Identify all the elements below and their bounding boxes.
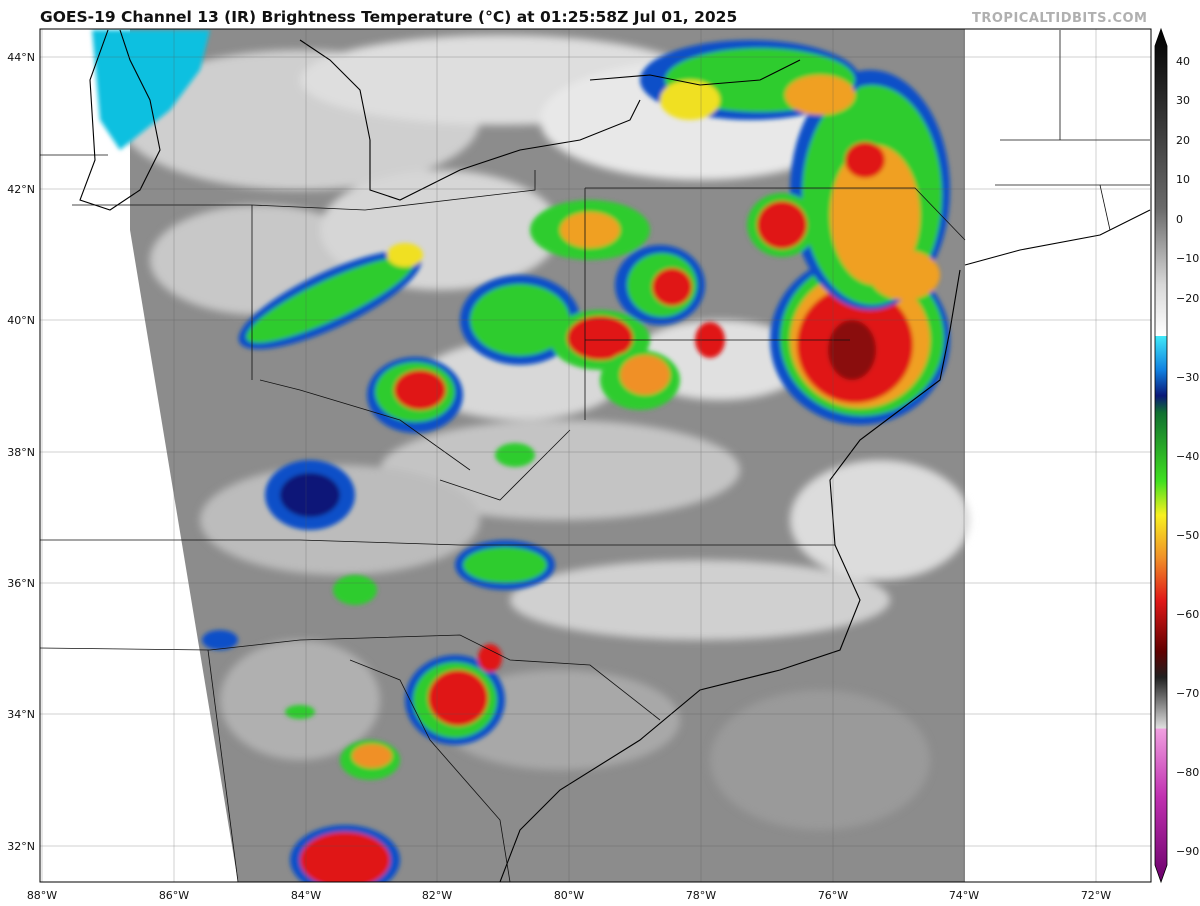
- colorbar-tick: −40: [1176, 450, 1199, 463]
- longitude-axis: 88°W 86°W 84°W 82°W 80°W 78°W 76°W 74°W …: [27, 889, 1111, 902]
- colorbar-tick: 30: [1176, 94, 1190, 107]
- political-boundaries: [40, 30, 1150, 882]
- lon-label: 74°W: [949, 889, 979, 902]
- colorbar-scale: [1154, 27, 1168, 884]
- colorbar-tick: −90: [1176, 845, 1199, 858]
- colorbar-tick: −80: [1176, 766, 1199, 779]
- colorbar-tick: 20: [1176, 134, 1190, 147]
- lat-label: 34°N: [7, 708, 35, 721]
- credit-watermark: TROPICALTIDBITS.COM: [972, 11, 1148, 26]
- lat-label: 36°N: [7, 577, 35, 590]
- lon-label: 86°W: [159, 889, 189, 902]
- colorbar-tick: −10: [1176, 252, 1199, 265]
- colorbar-tick: 10: [1176, 173, 1190, 186]
- latitude-axis: 44°N 42°N 40°N 38°N 36°N 34°N 32°N: [7, 51, 35, 853]
- lon-label: 84°W: [291, 889, 321, 902]
- lon-label: 78°W: [686, 889, 716, 902]
- coastlines: [79, 29, 1151, 882]
- imagery-layer: [40, 29, 1151, 882]
- cold-cloud-northwest: [92, 30, 210, 150]
- colorbar-tick: −30: [1176, 371, 1199, 384]
- lon-label: 76°W: [818, 889, 848, 902]
- lat-label: 44°N: [7, 51, 35, 64]
- map-frame: [39, 28, 1152, 883]
- lat-label: 32°N: [7, 840, 35, 853]
- colorbar: 40 30 20 10 0 −10 −20 −30 −40 −50 −60 −7…: [1154, 27, 1199, 884]
- colorbar-tick: 0: [1176, 213, 1183, 226]
- lat-label: 38°N: [7, 446, 35, 459]
- lon-label: 88°W: [27, 889, 57, 902]
- colorbar-tick: −20: [1176, 292, 1199, 305]
- colorbar-tick: −70: [1176, 687, 1199, 700]
- colorbar-tick: −60: [1176, 608, 1199, 621]
- lat-label: 40°N: [7, 314, 35, 327]
- lat-label: 42°N: [7, 183, 35, 196]
- colorbar-tick: −50: [1176, 529, 1199, 542]
- colorbar-tick: 40: [1176, 55, 1190, 68]
- graticule: [40, 29, 1151, 882]
- convective-cells: [202, 40, 950, 882]
- lon-label: 82°W: [422, 889, 452, 902]
- lon-label: 72°W: [1081, 889, 1111, 902]
- lon-label: 80°W: [554, 889, 584, 902]
- map-title: GOES-19 Channel 13 (IR) Brightness Tempe…: [40, 8, 738, 26]
